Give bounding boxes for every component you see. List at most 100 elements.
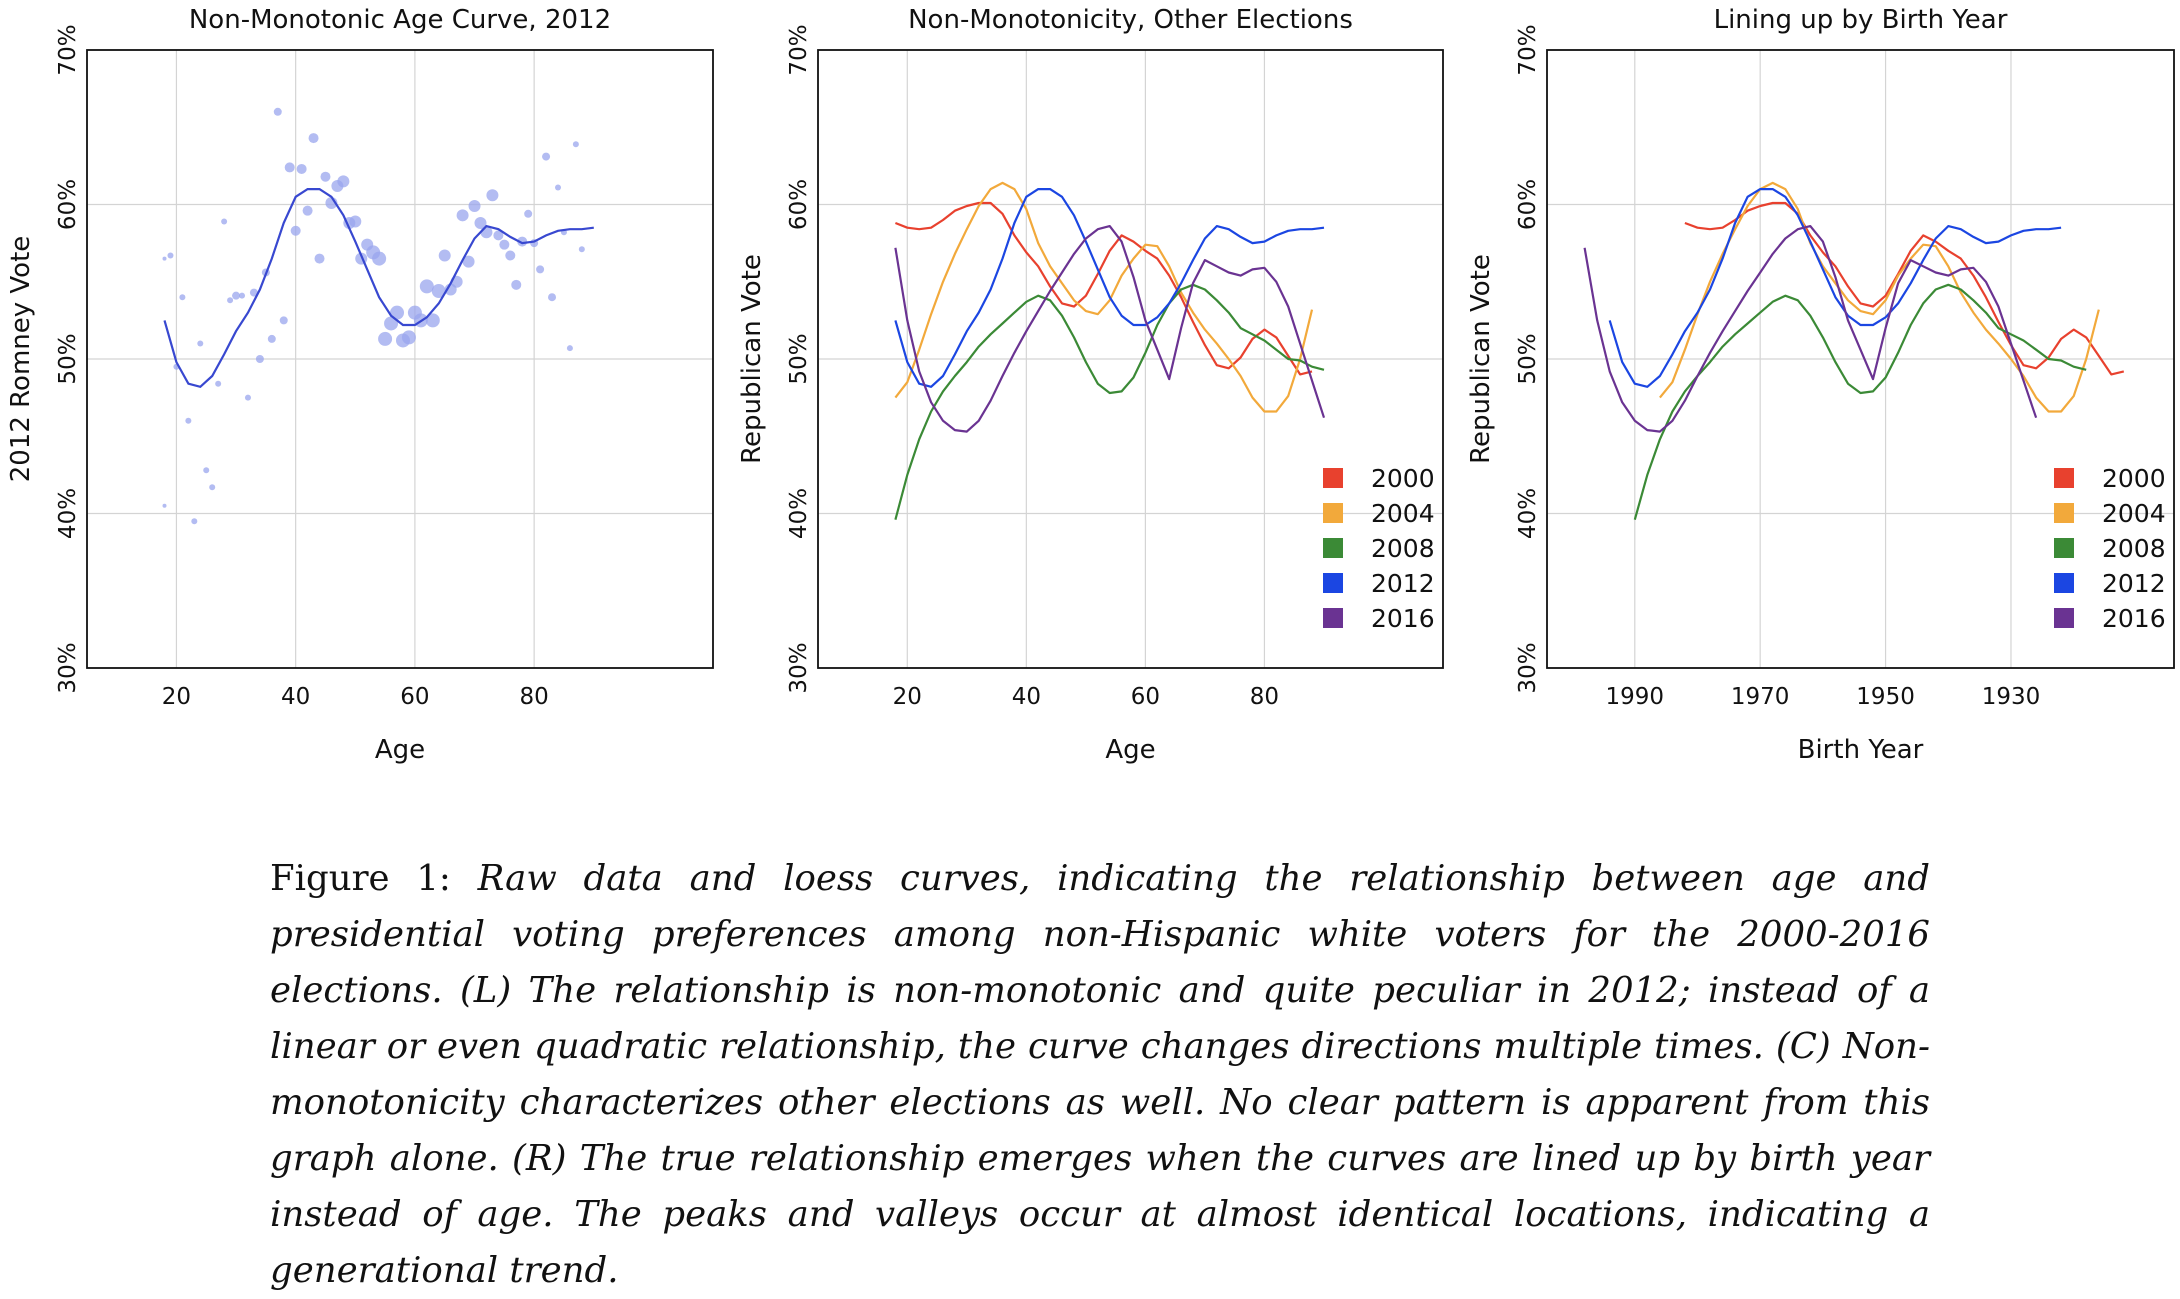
scatter-point: [191, 518, 198, 525]
x-tick-label: 1930: [1982, 684, 2041, 710]
scatter-point: [554, 184, 561, 191]
caption-label: Figure 1:: [270, 857, 451, 899]
scatter-point: [162, 256, 167, 261]
chart-panel-1: Non-Monotonic Age Curve, 2012 20 40 60 80 30%…: [6, 5, 714, 765]
y-axis-label: 2012 Romney Vote: [6, 236, 36, 483]
series-line-2008: [894, 283, 1325, 520]
x-tick-label: 1970: [1731, 684, 1790, 710]
scatter-point: [384, 316, 399, 331]
y-axis-label: Republican Vote: [737, 254, 767, 464]
plot-frame: [1546, 49, 2175, 669]
scatter-point: [273, 107, 282, 116]
y-tick-label: 70%: [55, 24, 81, 75]
scatter-point: [162, 503, 167, 508]
scatter-point: [215, 380, 222, 387]
scatter-point: [239, 292, 246, 299]
legend: 2000 2004 2008 2012 2016: [1323, 464, 1435, 633]
legend-swatch-2008: [1323, 538, 1343, 558]
scatter-point: [349, 215, 362, 228]
scatter-point: [468, 200, 481, 213]
series-line-2004: [894, 181, 1314, 413]
y-tick-label: 40%: [1515, 488, 1541, 539]
y-axis-label: Republican Vote: [1466, 254, 1496, 464]
scatter-point: [279, 316, 288, 325]
y-tick-label: 50%: [786, 333, 812, 384]
y-tick-label: 30%: [55, 642, 81, 693]
x-axis-label: Birth Year: [1798, 735, 1924, 765]
plot-frame: [86, 49, 714, 669]
scatter-point: [438, 249, 451, 262]
y-tick-label: 40%: [55, 488, 81, 539]
series-line-2000: [1684, 201, 2125, 376]
y-tick-label: 60%: [55, 179, 81, 230]
y-tick-label: 30%: [786, 642, 812, 693]
scatter-point: [249, 288, 258, 297]
scatter-point: [572, 141, 579, 148]
scatter-point: [390, 305, 405, 320]
series-line-2016: [1583, 225, 2038, 433]
scatter-point: [372, 251, 387, 266]
scatter-point: [320, 171, 331, 182]
scatter-point: [419, 279, 434, 294]
loess-curve: [163, 188, 594, 389]
legend-swatch-2012: [2054, 573, 2074, 593]
legend-label-2000: 2000: [2102, 464, 2166, 493]
scatter-point: [221, 218, 228, 225]
x-tick-label: 20: [162, 684, 191, 710]
series-line-2012: [894, 188, 1325, 388]
scatter-point: [486, 189, 499, 202]
legend-label-2016: 2016: [1371, 604, 1435, 633]
scatter-point: [524, 209, 533, 218]
legend-label-2012: 2012: [2102, 569, 2166, 598]
plot-frame: [817, 49, 1444, 669]
legend-label-2016: 2016: [2102, 604, 2166, 633]
legend-swatch-2004: [2054, 503, 2074, 523]
x-tick-label: 80: [520, 684, 549, 710]
x-axis-label: Age: [1105, 735, 1155, 765]
scatter-point: [284, 162, 295, 173]
chart-title: Lining up by Birth Year: [1714, 5, 2008, 35]
scatter-point: [314, 253, 325, 264]
scatter-point: [505, 250, 516, 261]
y-tick-label: 50%: [1515, 333, 1541, 384]
scatter-point: [296, 163, 307, 174]
x-axis-label: Age: [375, 735, 425, 765]
figure: Non-Monotonic Age Curve, 2012 20 40 60 80 30%…: [6, 5, 2175, 765]
y-tick-label: 70%: [1515, 24, 1541, 75]
scatter-point: [227, 297, 234, 304]
scatter-point: [456, 209, 469, 222]
x-tick-label: 20: [893, 684, 922, 710]
caption-text: Raw data and loess curves, indicating th…: [270, 857, 1930, 1291]
scatter-point: [179, 294, 186, 301]
series-line-2016: [894, 225, 1326, 433]
legend-swatch-2012: [1323, 573, 1343, 593]
figure-caption: Figure 1: Raw data and loess curves, ind…: [270, 851, 1930, 1299]
legend-label-2004: 2004: [2102, 499, 2166, 528]
chart-panel-2: Non-Monotonicity, Other Elections 20 40 60 8…: [737, 5, 1444, 765]
scatter-point: [536, 265, 545, 274]
scatter-point: [578, 246, 585, 253]
legend-swatch-2008: [2054, 538, 2074, 558]
legend-swatch-2000: [2054, 468, 2074, 488]
scatter-point: [197, 340, 204, 347]
legend-label-2008: 2008: [1371, 534, 1435, 563]
scatter-point: [499, 239, 510, 250]
scatter-point: [511, 279, 522, 290]
y-tick-label: 30%: [1515, 642, 1541, 693]
scatter-point: [462, 255, 475, 268]
legend-swatch-2016: [2054, 608, 2074, 628]
x-tick-label: 60: [1131, 684, 1160, 710]
scatter-point: [267, 334, 276, 343]
legend-swatch-2016: [1323, 608, 1343, 628]
series-line-2012: [1608, 188, 2062, 388]
chart-panel-3: Lining up by Birth Year 1990 1970 1950 1930 3…: [1466, 5, 2175, 765]
y-tick-label: 60%: [786, 179, 812, 230]
scatter-point: [244, 394, 251, 401]
series-line-2004: [1659, 181, 2100, 413]
x-tick-label: 1990: [1606, 684, 1665, 710]
legend-label-2008: 2008: [2102, 534, 2166, 563]
y-tick-label: 40%: [786, 488, 812, 539]
scatter-point: [337, 175, 350, 188]
scatter-point: [425, 313, 440, 328]
scatter-point: [401, 330, 416, 345]
